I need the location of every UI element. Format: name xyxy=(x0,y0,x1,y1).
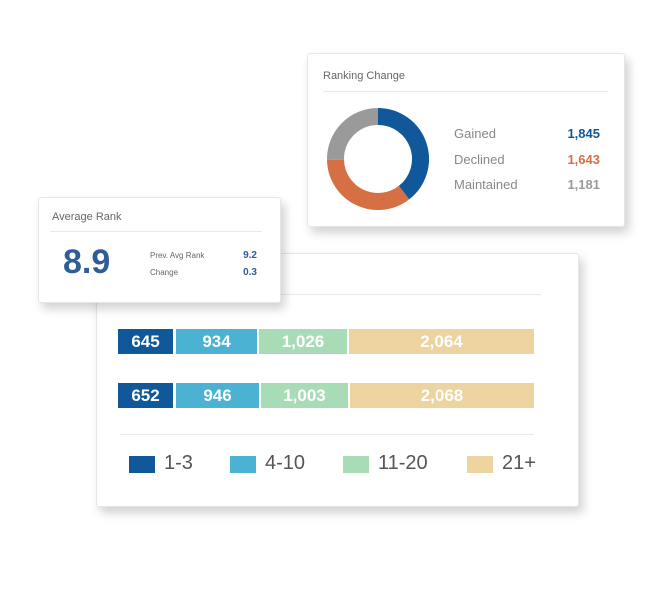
legend-label: 21+ xyxy=(502,452,536,474)
gained-label: Gained xyxy=(454,126,496,141)
legend-swatch xyxy=(467,456,493,473)
prev-avg-rank-value: 9.2 xyxy=(243,250,257,261)
bar-segment-21-plus: 2,064 xyxy=(349,329,534,354)
declined-value: 1,643 xyxy=(567,152,600,167)
average-rank-divider xyxy=(50,231,262,232)
rank-distribution-card: 645 934 1,026 2,064 652 946 1,003 2,068 … xyxy=(96,253,579,507)
bar-segment-1-3: 652 xyxy=(118,383,173,408)
bar-segment-11-20: 1,026 xyxy=(259,329,347,354)
change-label: Change xyxy=(150,268,179,277)
ranking-change-divider xyxy=(323,91,608,92)
ranking-change-title: Ranking Change xyxy=(323,70,405,82)
donut-slice-declined xyxy=(327,159,410,210)
legend-label: 4-10 xyxy=(265,452,306,474)
average-rank-value: 8.9 xyxy=(63,243,111,281)
gained-value: 1,845 xyxy=(567,126,600,141)
average-rank-card: Average Rank 8.9 Prev. Avg Rank 9.2 Chan… xyxy=(38,197,281,303)
donut-slice-maintained xyxy=(327,108,379,161)
prev-avg-rank-label: Prev. Avg Rank xyxy=(150,251,205,260)
legend-divider xyxy=(120,434,534,435)
maintained-value: 1,181 xyxy=(567,177,600,192)
legend-swatch xyxy=(230,456,256,473)
legend-swatch xyxy=(343,456,369,473)
bar-segment-4-10: 946 xyxy=(176,383,259,408)
maintained-label: Maintained xyxy=(454,177,518,192)
distribution-divider xyxy=(119,294,541,295)
bar-segment-1-3: 645 xyxy=(118,329,173,354)
legend-label: 11-20 xyxy=(378,452,428,474)
legend-swatch xyxy=(129,456,155,473)
average-rank-title: Average Rank xyxy=(52,211,122,223)
bar-segment-4-10: 934 xyxy=(176,329,257,354)
change-value: 0.3 xyxy=(243,267,257,278)
ranking-change-card: Ranking Change Gained 1,845 Declined 1,6… xyxy=(307,53,625,227)
legend-label: 1-3 xyxy=(164,452,193,474)
ranking-change-donut-chart xyxy=(327,108,429,210)
donut-slice-gained xyxy=(377,108,429,200)
bar-segment-11-20: 1,003 xyxy=(261,383,348,408)
bar-segment-21-plus: 2,068 xyxy=(350,383,534,408)
declined-label: Declined xyxy=(454,152,505,167)
